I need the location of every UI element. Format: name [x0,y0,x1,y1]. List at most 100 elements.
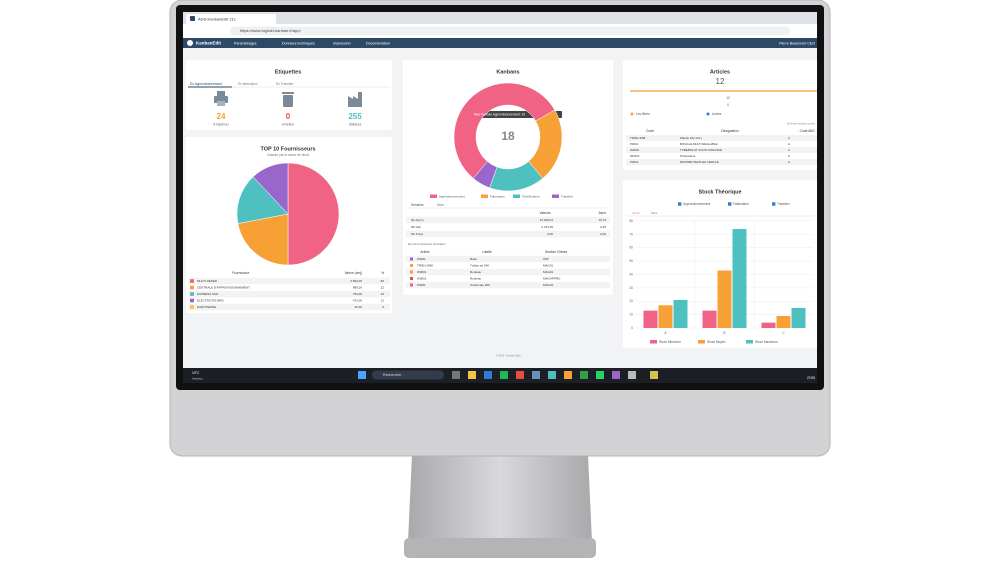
card-title: Articles [710,69,730,75]
legend-dot [630,112,634,116]
browser-tab[interactable] [186,14,276,24]
slice [237,213,289,266]
supplier-value: 2.834,00 [350,279,362,283]
checkbox[interactable] [678,202,682,206]
y-tick-label: 20 [629,299,633,303]
supplier-percent: 16 [381,292,385,296]
slice [287,162,340,266]
tab-title[interactable]: ADS-KanbanEdit 21c [198,17,236,22]
stat-days: 0,00 [600,232,606,236]
card-title: Kanbans [496,69,519,75]
supplier-percent: 12 [381,298,385,302]
bar [702,310,717,328]
table-header: Désignation [721,129,739,133]
tab[interactable]: Semaine [411,203,424,207]
nav-menu[interactable]: Impression [333,41,351,45]
row-icon [190,292,194,296]
card-title: Stock Théorique [698,189,741,195]
y-tick-label: 70 [629,232,633,236]
weather-text: Venteux [192,376,203,380]
stat-name: Nb Fab [411,225,421,229]
monitor-base [404,538,596,558]
count-caption: A imprimer [213,122,230,126]
filter-label: Approvisionnement [683,202,710,206]
slice [236,176,289,224]
table-header: Code ABC [800,129,816,133]
tab-bar [183,12,817,24]
slice [453,82,556,179]
brand: KanbanEdit [196,41,222,46]
bar [717,270,732,328]
filter-label: Transfert [777,202,790,206]
row-icon [190,279,194,283]
filter-label: Fabrication [733,202,749,206]
app-navbar [183,38,817,48]
legend-swatch [552,194,559,198]
tab[interactable]: Jours [632,211,640,215]
brand-logo [187,40,193,46]
legend-label: Les filtrés [636,112,650,116]
bar [643,310,658,328]
table-header: Jours [598,211,606,215]
row-icon [190,298,194,303]
article-designation: Palette Pas Cher [680,136,702,140]
article-label: Trolley de 240 [470,263,489,267]
article-code: P0001 [417,257,426,261]
table-header: Libellé [482,250,492,254]
article-code: P0001 [417,283,426,287]
supplier-percent: 50 [381,279,385,283]
legend-label: Transfert [561,194,573,198]
supplier-name: EUROTERRE [197,305,216,309]
supplier-percent: 0 [382,305,384,309]
article-abc: A [788,148,790,152]
tab[interactable]: En Transfert [276,82,293,86]
tab[interactable]: En fabrication [238,82,258,86]
article-section: MAG01 [543,270,554,274]
row-icon [410,264,413,267]
article-label: Rouleau [470,276,482,280]
row-icon [410,270,413,274]
article-designation: Productions [680,154,696,158]
article-code: MC001 [630,154,640,158]
checkbox[interactable] [728,202,732,206]
tab[interactable]: En Approvisionnement [190,82,222,86]
nav-menu[interactable]: Documentation [366,41,390,45]
x-tick-label: C [782,331,785,335]
bar [658,305,673,328]
legend-swatch [430,194,437,198]
y-tick-label: 30 [629,286,633,290]
supplier-percent: 22 [381,285,385,289]
row-icon [410,277,413,280]
content: ADS-KanbanEdit 21c https://www.logiciel-k… [188,17,817,380]
supplier-name: MULTI DEPER [197,279,218,283]
y-tick-label: 40 [629,272,633,276]
checkbox[interactable] [772,202,776,206]
supplier-name: ELECTRICITE BRO [197,298,225,302]
legend-dot [706,112,710,116]
table-header: Article [420,250,429,254]
article-code: P0001 [630,142,639,146]
y-tick-label: 10 [629,313,633,317]
legend-swatch [698,340,705,344]
legend-label: Autres [712,112,722,116]
table-header: Section Clients [545,250,567,254]
url-field[interactable] [230,26,790,36]
legend-label: Stock Moyen [707,340,726,344]
article-designation: TUBE/BALST SOUTH MOUSSE [680,148,722,152]
tooltip-text: Mes Kanban Approvisionnement: 10 [474,112,525,116]
user-menu[interactable]: Pierre Beaumont CEO [779,41,815,45]
tab[interactable]: Mois [651,211,658,215]
nav-menu[interactable]: Données techniques [282,41,315,45]
table-header: Fournisseur [232,271,250,275]
card-title: Etiquettes [275,69,302,75]
table-header: Code [646,129,654,133]
x-tick-label: B [723,331,726,335]
card-subtitle: Classés par la valeur de stock [267,153,310,157]
legend-label: Approvisionnement [439,194,465,198]
nav-menu[interactable]: Paramétrages [234,41,257,45]
table-row-bg [626,135,817,141]
tab[interactable]: Mois [437,203,444,207]
stat-name: Nb Appro [411,218,424,222]
legend-label: Stock Maximum [755,340,778,344]
search-box[interactable] [372,370,444,380]
